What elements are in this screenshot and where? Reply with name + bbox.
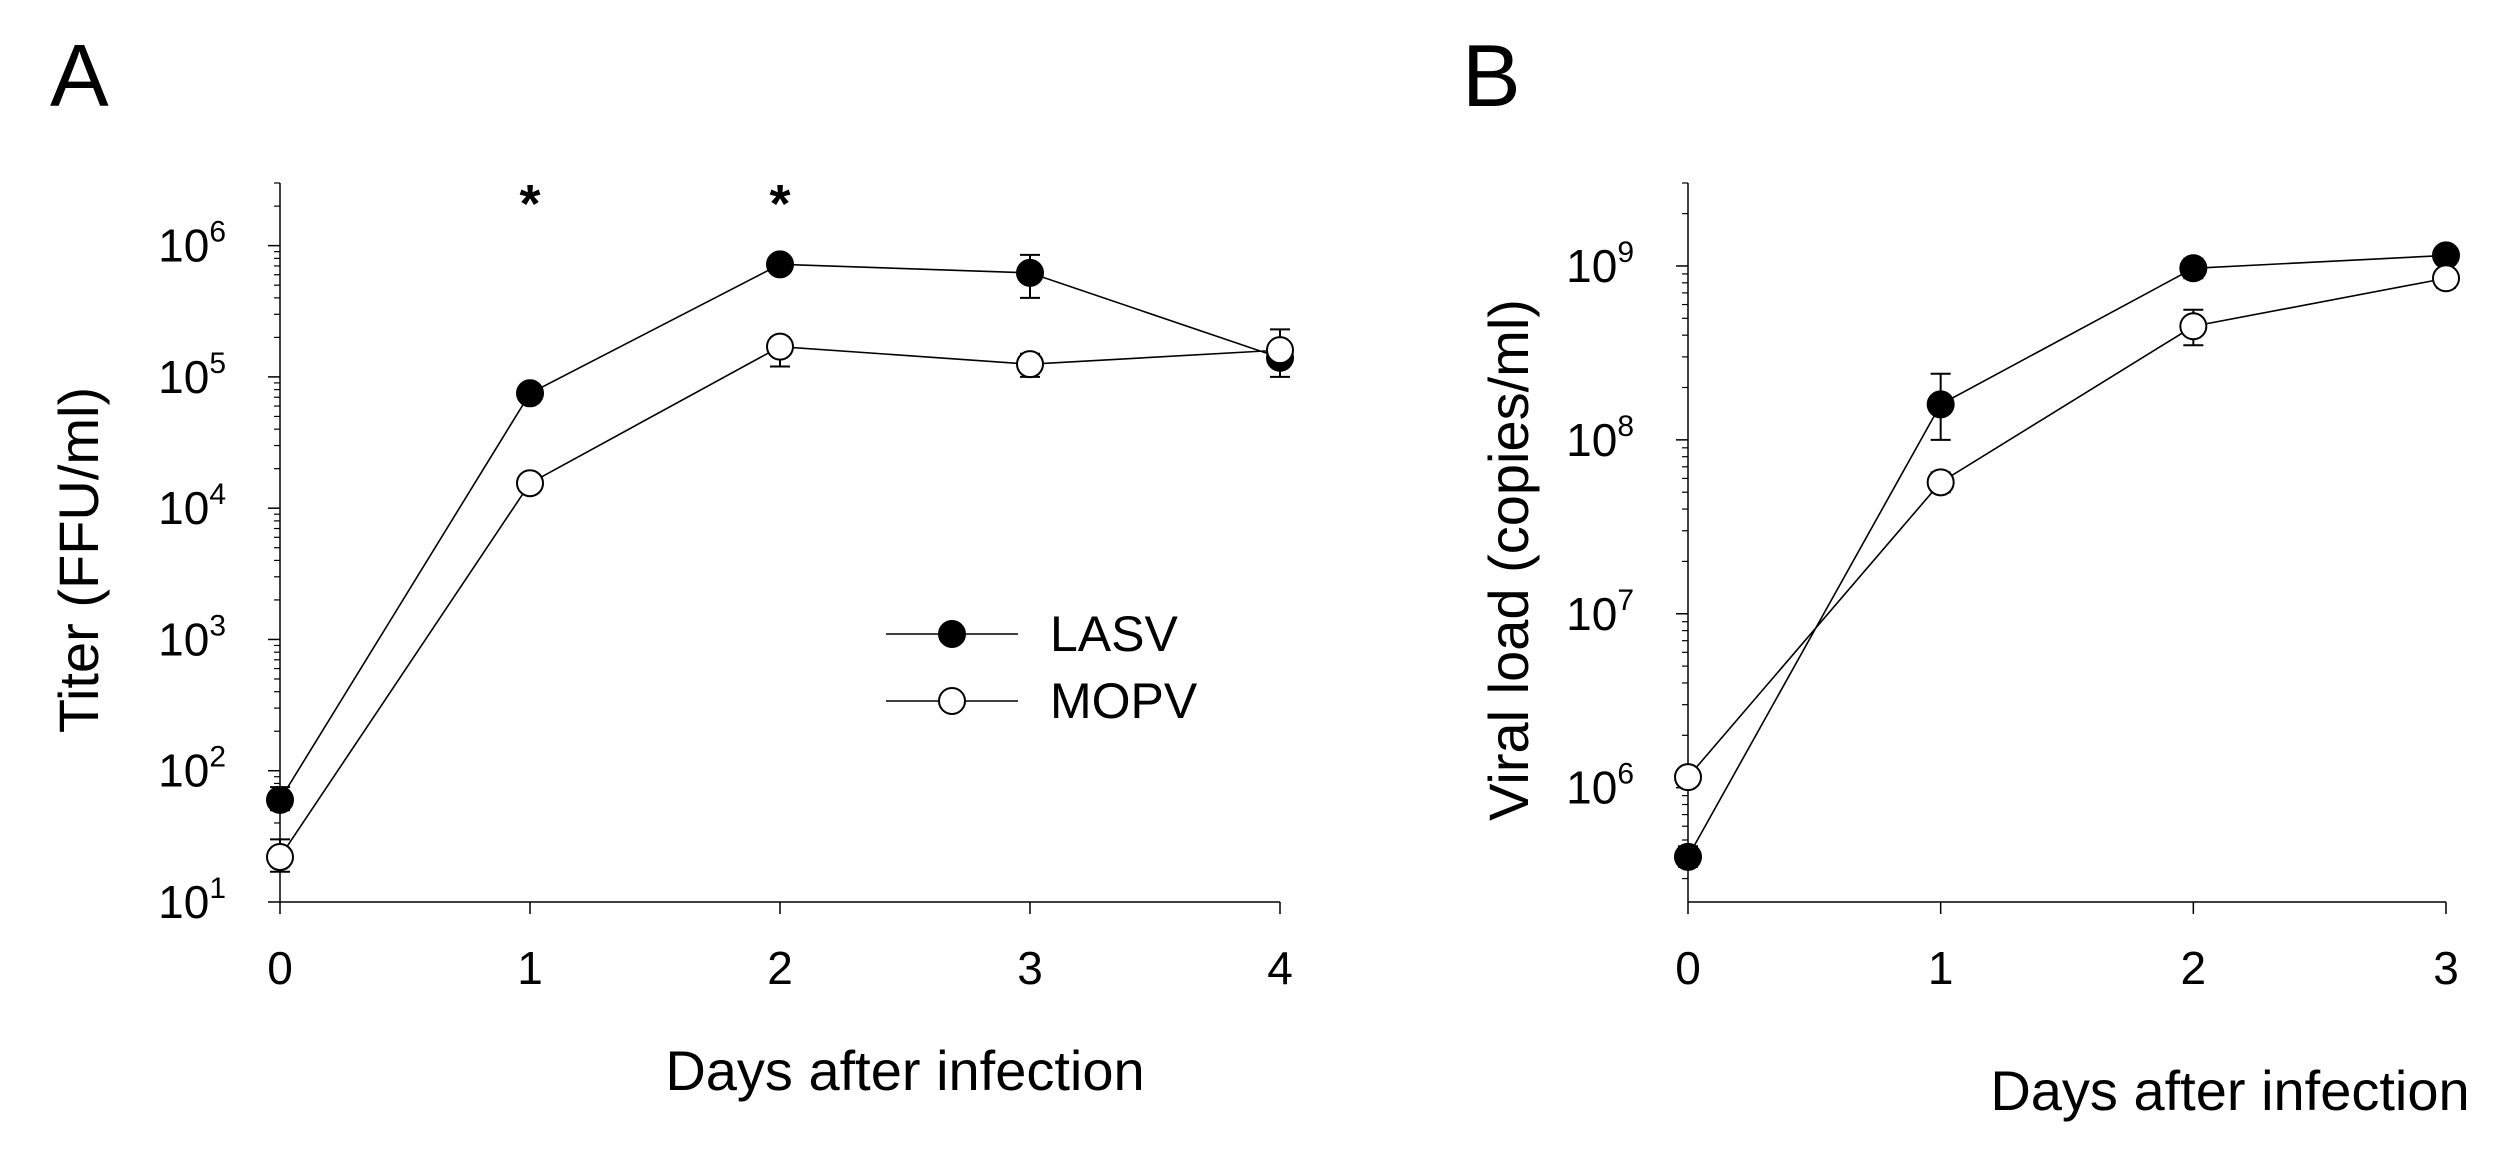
panel-b-lasv-line	[1687, 254, 2447, 858]
panel-a-x-tick-label: 0	[267, 942, 293, 994]
panel-a-legend-marker	[938, 687, 966, 715]
panel-a-mopv-point	[1266, 336, 1294, 365]
panel-a-mopv-point	[766, 332, 794, 361]
panel-b-chart: 106 107 108 109 0 1 2 3	[1566, 182, 2460, 994]
panel-b-lasv-point	[2179, 254, 2208, 283]
panel-a-mopv-point	[516, 469, 544, 498]
panel-a-lasv-point	[766, 250, 794, 279]
panel-b-lasv-point	[1926, 390, 1955, 419]
panel-a-x-axis-label: Days after infection	[665, 1039, 1144, 1102]
panel-b-y-tick-label: 108	[1566, 410, 1634, 466]
panel-b-mopv-point	[2179, 312, 2208, 341]
panel-a-chart: 101 102 103 104 105 106 0 1 2 3 4 * * LASV MOPV	[158, 174, 1294, 994]
panel-a-y-tick-label: 101	[158, 872, 226, 928]
panel-a-letter: A	[50, 26, 109, 125]
panel-a-mopv-point	[266, 843, 294, 872]
panel-b-mopv-point	[2432, 264, 2460, 293]
panel-a-lasv-point	[516, 379, 544, 408]
panel-b-mopv-point	[1674, 763, 1702, 792]
panel-a-x-tick-label: 2	[767, 942, 793, 994]
panel-a-x-tick-label: 4	[1267, 942, 1293, 994]
panel-b-y-tick-label: 109	[1566, 236, 1634, 292]
panel-b-x-tick-label: 0	[1675, 942, 1701, 994]
panel-a-x-tick-label: 1	[517, 942, 543, 994]
panel-a-legend-label: LASV	[1050, 606, 1179, 662]
panel-b-mopv-point	[1926, 468, 1955, 497]
panel-b-lasv-point	[1674, 842, 1702, 871]
panel-b-x-axis-label: Days after infection	[1990, 1059, 2469, 1122]
panel-a-y-tick-label: 106	[158, 216, 226, 272]
panel-a-legend-marker	[938, 620, 966, 648]
panel-b-letter: B	[1462, 26, 1521, 125]
panel-b-x-tick-label: 2	[2181, 942, 2207, 994]
panel-a-lasv-point	[1016, 258, 1044, 287]
panel-a-y-tick-label: 105	[158, 347, 226, 403]
panel-b-y-tick-label: 106	[1566, 758, 1634, 814]
panel-b-y-tick-label: 107	[1566, 584, 1634, 640]
panel-a-lasv-point	[266, 785, 294, 814]
panel-a-y-tick-label: 102	[158, 741, 226, 797]
panel-a-x-tick-label: 3	[1017, 942, 1043, 994]
panel-a-y-tick-label: 104	[158, 478, 226, 534]
panel-a-significance-asterisk: *	[519, 174, 540, 234]
panel-b-mopv-line	[1687, 277, 2447, 778]
panel-a-y-axis-label: Titer (FFU/ml)	[47, 387, 110, 733]
panel-b-x-tick-label: 1	[1928, 942, 1954, 994]
panel-a-mopv-line	[279, 345, 1281, 858]
panel-a-significance-asterisk: *	[769, 174, 790, 234]
panel-b-x-tick-label: 3	[2433, 942, 2459, 994]
panel-a-mopv-point	[1016, 350, 1044, 379]
panel-a-legend-label: MOPV	[1050, 673, 1198, 729]
panel-a-y-tick-label: 103	[158, 609, 226, 665]
panel-b-y-axis-label: Viral load (copies/ml)	[1477, 299, 1540, 821]
